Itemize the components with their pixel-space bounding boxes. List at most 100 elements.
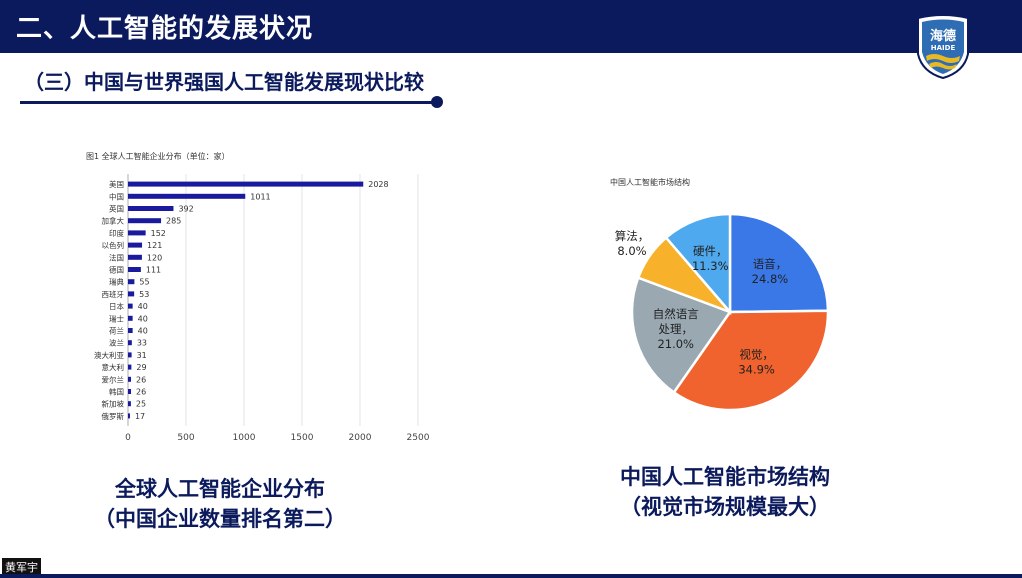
bar-value-label: 26 (136, 375, 146, 384)
category-label: 波兰 (109, 338, 124, 348)
category-label: 瑞士 (109, 313, 124, 323)
logo-text: 海德 (930, 28, 956, 44)
category-label: 意大利 (102, 362, 125, 372)
pie-caption-line2: （视觉市场规模最大） (620, 495, 830, 519)
pie-slice-label: 24.8% (752, 272, 789, 286)
pie-slice-label: 语音， (753, 257, 788, 271)
slide-title: 二、人工智能的发展状况 (16, 14, 314, 44)
category-label: 韩国 (109, 387, 124, 397)
pie-slice-label: 算法， (615, 229, 650, 243)
bar (128, 413, 130, 419)
author-tag: 黄军宇 (2, 558, 41, 576)
bar-value-label: 40 (138, 327, 148, 336)
bar (128, 254, 142, 260)
bar-value-label: 392 (178, 205, 193, 214)
bar (128, 315, 133, 321)
pie-chart-caption: 中国人工智能市场结构 （视觉市场规模最大） (590, 462, 860, 522)
pie-slice-label: 34.9% (738, 363, 775, 377)
bar (128, 376, 132, 382)
category-label: 德国 (109, 265, 124, 275)
x-tick-label: 500 (177, 433, 194, 443)
subtitle-underline (20, 101, 440, 104)
bar (128, 206, 174, 211)
pie-slice (664, 212, 732, 316)
category-label: 日本 (109, 301, 124, 311)
pie-chart-title: 中国人工智能市场结构 (610, 177, 690, 187)
bar (128, 230, 146, 236)
bar (128, 279, 135, 285)
x-tick-label: 0 (125, 433, 131, 443)
bar (128, 242, 143, 248)
bar-value-label: 2028 (368, 180, 388, 189)
bar-value-label: 285 (166, 217, 181, 226)
pie-slice-label: 硬件， (693, 244, 728, 258)
bar-value-label: 53 (139, 290, 149, 299)
bar (128, 340, 132, 346)
bar (128, 267, 141, 272)
bar (128, 291, 135, 297)
category-label: 法国 (109, 252, 124, 262)
category-label: 新加坡 (102, 399, 125, 409)
pie-slice-label: 11.3% (692, 259, 729, 273)
bar (128, 352, 132, 358)
category-label: 爱尔兰 (102, 374, 125, 384)
company-distribution-bar-chart: 图1 全球人工智能企业分布（单位：家） 0 500 1000 1500 2000 2500 美… (86, 151, 430, 443)
x-tick-label: 2000 (349, 433, 372, 443)
bar-value-label: 40 (138, 302, 148, 311)
x-tick-label: 1000 (233, 433, 256, 443)
subtitle-underline-dot (431, 96, 443, 108)
bar-value-label: 40 (138, 314, 148, 323)
bar-chart-title: 图1 全球人工智能企业分布（单位：家） (86, 151, 230, 161)
bar-value-label: 55 (139, 278, 149, 287)
bar-value-label: 31 (137, 351, 147, 360)
category-label: 澳大利亚 (94, 350, 124, 360)
pie-slice-label: 21.0% (657, 337, 694, 351)
bar (128, 218, 162, 224)
pie-slice-label: 处理， (658, 322, 693, 336)
pie-slice (672, 309, 830, 412)
pie-slice-label: 8.0% (617, 244, 646, 258)
pie-caption-line1: 中国人工智能市场结构 (620, 465, 830, 489)
bar (128, 364, 132, 370)
pie-slice (728, 212, 830, 314)
bar-value-label: 111 (146, 266, 161, 275)
bar-value-label: 120 (147, 253, 162, 262)
section-subtitle: （三）中国与世界强国人工智能发展现状比较 (24, 70, 424, 94)
category-label: 加拿大 (102, 216, 125, 226)
bar (128, 401, 131, 407)
category-label: 瑞典 (109, 277, 124, 287)
bottom-border (0, 574, 1022, 578)
x-tick-label: 1500 (291, 433, 314, 443)
category-label: 以色列 (102, 240, 125, 250)
bar (128, 181, 364, 187)
pie-slice-label: 视觉， (739, 348, 774, 362)
logo-subtext: HAIDE (931, 44, 956, 52)
bar-value-label: 1011 (250, 192, 270, 201)
bar-value-label: 152 (151, 229, 166, 238)
bar-caption-line2: （中国企业数量排名第二） (94, 507, 346, 531)
bar-value-label: 121 (147, 241, 162, 250)
school-logo: 海德 HAIDE (917, 14, 969, 80)
category-label: 印度 (109, 228, 124, 238)
category-label: 英国 (109, 204, 124, 214)
bar (128, 389, 132, 394)
category-label: 西班牙 (102, 289, 125, 299)
category-label: 俄罗斯 (102, 411, 125, 421)
category-label: 荷兰 (109, 326, 124, 336)
bar (128, 193, 246, 199)
category-label: 中国 (109, 191, 124, 201)
bar-value-label: 26 (136, 388, 146, 397)
header-bar: 二、人工智能的发展状况 (0, 0, 1022, 53)
pie-slice (630, 276, 732, 395)
x-tick-label: 2500 (407, 433, 430, 443)
bar (128, 303, 133, 309)
bar-value-label: 25 (136, 400, 146, 409)
bar-value-label: 17 (135, 412, 145, 421)
bar-chart-caption: 全球人工智能企业分布 （中国企业数量排名第二） (70, 474, 370, 534)
bar-value-label: 29 (136, 363, 146, 372)
bar (128, 328, 133, 333)
pie-slice-label: 自然语言 (653, 307, 699, 321)
category-label: 美国 (109, 179, 124, 189)
bar-caption-line1: 全球人工智能企业分布 (115, 477, 325, 501)
